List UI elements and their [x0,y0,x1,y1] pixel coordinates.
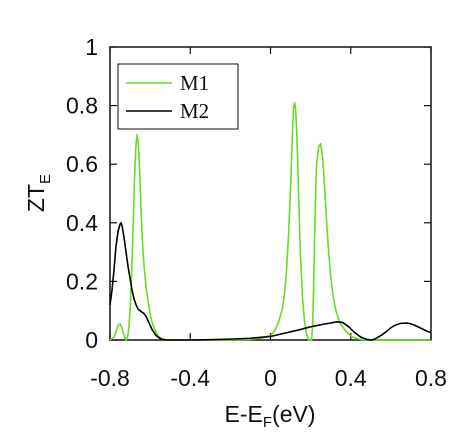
legend: M1 M2 [117,63,239,130]
y-tick-label: 1 [85,34,98,60]
y-tick-label: 0.2 [66,268,98,294]
legend-label-m2: M2 [180,99,209,123]
x-tick-label: -0.8 [90,365,130,391]
x-axis-title: E-EF(eV) [225,401,316,431]
x-tick-label: 0.8 [415,365,447,391]
y-tick-labels: 0 0.2 0.4 0.6 0.8 1 [66,34,98,353]
legend-box [117,63,239,130]
x-tick-label: 0 [264,365,277,391]
series-lines [109,101,432,341]
series-line-m2 [109,222,432,341]
series-line-m1 [109,101,431,341]
y-tick-label: 0.4 [66,210,98,236]
y-tick-label: 0.8 [66,93,98,119]
y-axis-title: ZTE [23,174,54,212]
x-tick-labels: -0.8 -0.4 0 0.4 0.8 [90,365,447,391]
x-tick-label: -0.4 [170,365,210,391]
y-tick-label: 0.6 [66,151,98,177]
y-tick-label: 0 [85,327,98,353]
x-tick-label: 0.4 [335,365,367,391]
legend-label-m1: M1 [180,71,209,95]
